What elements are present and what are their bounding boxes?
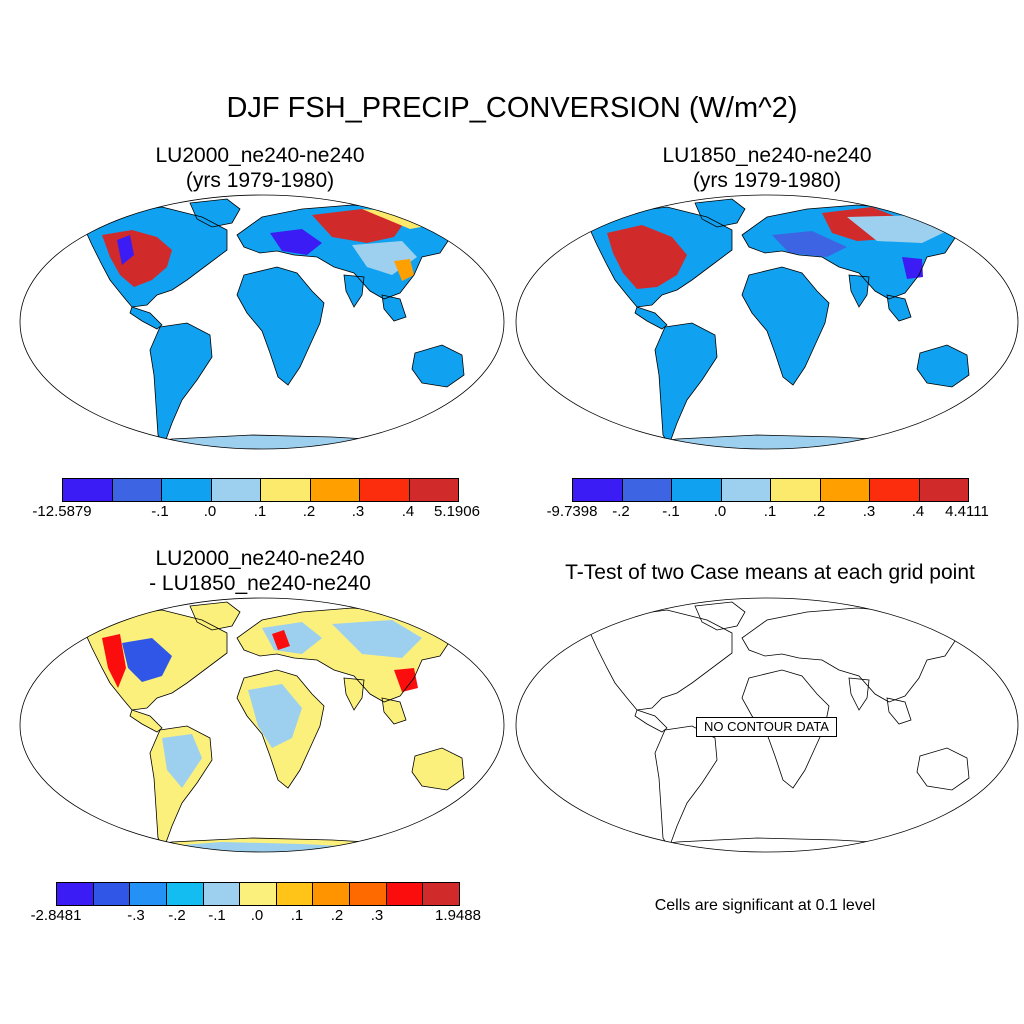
colorbar-swatch xyxy=(408,479,458,501)
colorbar-tick-label: 1.9488 xyxy=(435,907,481,924)
colorbar-swatch xyxy=(202,883,240,905)
colorbar-swatch xyxy=(671,479,721,501)
colorbar-swatch xyxy=(349,883,386,905)
field-china-warm xyxy=(394,668,418,692)
panel-title-line: (yrs 1979-1980) xyxy=(692,169,842,192)
field-china-cool xyxy=(902,257,923,279)
colorbar-tick-label: .3 xyxy=(370,907,384,924)
colorbar-swatch xyxy=(359,479,409,501)
colorbar-tick-label: .0 xyxy=(250,907,264,924)
map-border xyxy=(19,597,505,853)
colorbar-tick-label: -12.5879 xyxy=(32,503,92,520)
colorbar-swatch xyxy=(275,883,313,905)
panel-title-lu1850: LU1850_ne240-ne240 (yrs 1979-1980) xyxy=(587,143,947,193)
colorbar-swatch xyxy=(260,479,310,501)
colorbar-tick-label: .4 xyxy=(911,503,925,520)
colorbar-tick-label: -9.7398 xyxy=(546,503,598,520)
colorbar-tick-label: .0 xyxy=(713,503,727,520)
figure-title: DJF FSH_PRECIP_CONVERSION (W/m^2) xyxy=(226,92,798,124)
colorbar-lu1850 xyxy=(572,478,969,502)
colorbar-tick-label: .2 xyxy=(302,503,316,520)
field-antarctica-band xyxy=(607,435,979,449)
field-na-cool xyxy=(122,638,172,682)
colorbar-swatch xyxy=(573,479,622,501)
colorbar-swatch xyxy=(770,479,820,501)
colorbar-swatch xyxy=(385,883,423,905)
map-border xyxy=(19,194,505,450)
field-asia-light xyxy=(332,620,422,658)
colorbar-swatch xyxy=(165,883,203,905)
colorbar-swatch xyxy=(161,479,211,501)
map-difference xyxy=(81,601,475,852)
colorbar-swatch xyxy=(720,479,770,501)
colorbar-tick-label: -.2 xyxy=(612,503,630,520)
colorbar-tick-label: 4.4111 xyxy=(945,503,989,520)
colorbar-tick-label: -.1 xyxy=(208,907,226,924)
colorbar-tick-label: .1 xyxy=(763,503,777,520)
colorbar-tick-label: .2 xyxy=(812,503,826,520)
colorbar-tick-label: 5.1906 xyxy=(434,503,480,520)
field-antarctica-band xyxy=(102,435,474,449)
field-antarctica-mix xyxy=(142,842,382,852)
colorbar-swatch xyxy=(309,479,359,501)
panel-title-line: (yrs 1979-1980) xyxy=(185,169,335,192)
field-africa-light xyxy=(248,684,302,748)
panel-title-lu2000: LU2000_ne240-ne240 (yrs 1979-1980) xyxy=(80,143,440,193)
map-border xyxy=(515,194,1019,450)
colorbar-tick-label: -.1 xyxy=(662,503,680,520)
panel-title-line: T-Test of two Case means at each grid po… xyxy=(565,561,975,584)
colorbar-swatch xyxy=(111,479,161,501)
colorbar-swatch xyxy=(129,883,166,905)
colorbar-swatch xyxy=(819,479,869,501)
colorbar-tick-label: -.1 xyxy=(151,503,169,520)
field-eu-cool xyxy=(772,231,847,257)
colorbar-swatch xyxy=(869,479,919,501)
no-contour-data-label: NO CONTOUR DATA xyxy=(696,717,837,737)
colorbar-swatch xyxy=(621,479,671,501)
colorbar-swatch xyxy=(92,883,130,905)
field-na-cool xyxy=(117,235,134,265)
colorbar-tick-label: .1 xyxy=(290,907,304,924)
colorbar-difference xyxy=(56,882,460,906)
panel-title-line: - LU1850_ne240-ne240 xyxy=(149,572,371,595)
field-eu-cool xyxy=(270,229,322,255)
panel-title-ttest: T-Test of two Case means at each grid po… xyxy=(510,560,1024,585)
field-eu-warm xyxy=(272,630,290,650)
colorbar-tick-label: -.2 xyxy=(168,907,186,924)
colorbar-swatch xyxy=(918,479,968,501)
panel-title-line: LU1850_ne240-ne240 xyxy=(662,144,872,167)
colorbar-tick-label: -.3 xyxy=(127,907,145,924)
colorbar-swatch xyxy=(210,479,260,501)
field-china-warm xyxy=(394,259,414,281)
colorbar-tick-label: .2 xyxy=(330,907,344,924)
colorbar-swatch xyxy=(63,479,112,501)
colorbar-tick-label: .3 xyxy=(862,503,876,520)
field-na-warm xyxy=(102,634,126,688)
panel-title-difference: LU2000_ne240-ne240 - LU1850_ne240-ne240 xyxy=(80,546,440,596)
colorbar-swatch xyxy=(57,883,93,905)
field-samerica-light xyxy=(162,734,202,788)
colorbar-swatch xyxy=(239,883,276,905)
map-border xyxy=(515,597,1019,853)
map-lu1850 xyxy=(586,198,980,449)
colorbar-swatch xyxy=(422,883,460,905)
colorbar-swatch xyxy=(312,883,350,905)
colorbar-lu2000 xyxy=(62,478,459,502)
panel-title-line: LU2000_ne240-ne240 xyxy=(155,144,365,167)
colorbar-tick-label: .1 xyxy=(253,503,267,520)
colorbar-tick-label: .4 xyxy=(401,503,415,520)
colorbar-tick-label: .3 xyxy=(351,503,365,520)
colorbar-tick-label: -2.8481 xyxy=(30,907,82,924)
panel-title-line: LU2000_ne240-ne240 xyxy=(155,547,365,570)
colorbar-tick-label: .0 xyxy=(203,503,217,520)
field-na-warm xyxy=(607,225,687,289)
significance-note: Cells are significant at 0.1 level xyxy=(654,897,876,914)
